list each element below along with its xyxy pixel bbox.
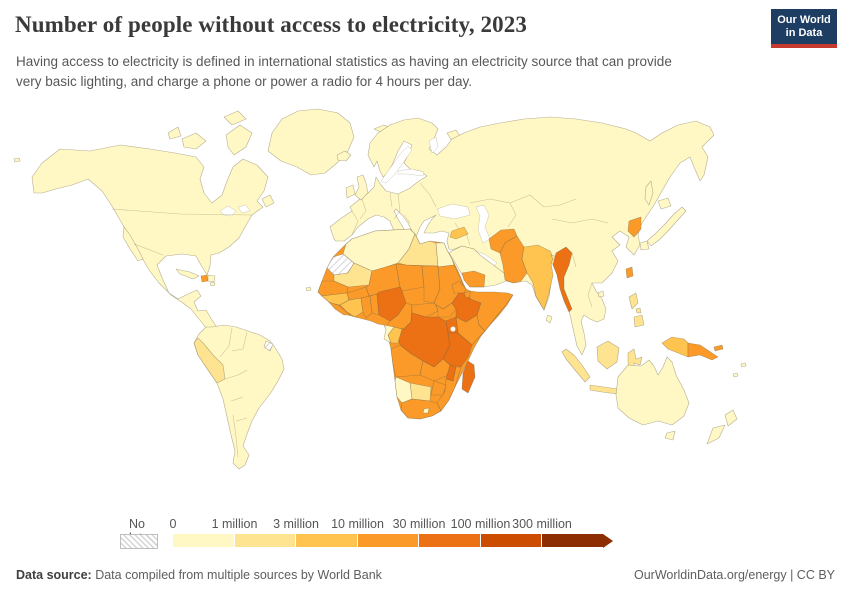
world-map [13, 108, 747, 470]
legend-bin-0[interactable] [173, 534, 235, 547]
region-lesotho[interactable] [422, 407, 430, 414]
lake-victoria [450, 326, 456, 332]
gulf-of-finland [397, 168, 425, 177]
region-borneo[interactable] [596, 340, 620, 370]
legend-tick-5: 100 million [450, 517, 511, 531]
region-ireland[interactable] [345, 184, 356, 199]
region-taiwan[interactable] [625, 266, 634, 279]
region-french-guiana[interactable] [263, 340, 274, 352]
region-java[interactable] [589, 384, 619, 395]
region-sumatra[interactable] [561, 348, 591, 383]
region-papua-new-guinea[interactable] [687, 342, 724, 361]
data-source-text: Data compiled from multiple sources by W… [91, 568, 382, 582]
region-eurasia[interactable] [329, 116, 715, 356]
region-tasmania[interactable] [664, 430, 676, 441]
region-baja-california[interactable] [122, 226, 144, 262]
black-sea [436, 203, 471, 220]
white-sea [428, 136, 439, 154]
border-us-canada [111, 208, 253, 216]
region-niger[interactable] [395, 263, 425, 292]
region-burkina-faso[interactable] [346, 286, 371, 301]
legend-tick-6: 300 million [512, 517, 572, 531]
region-newfoundland[interactable] [261, 194, 275, 208]
border-us-mexico [133, 243, 164, 256]
region-banks-island[interactable] [167, 126, 182, 140]
logo-accent-bar [771, 44, 837, 48]
region-syria[interactable] [449, 226, 469, 240]
region-australia[interactable] [615, 356, 690, 426]
region-india[interactable] [521, 244, 555, 311]
region-north-korea[interactable] [627, 216, 642, 238]
legend-tick-2: 3 million [273, 517, 319, 531]
baltic-sea [380, 145, 413, 184]
region-yemen[interactable] [461, 270, 486, 288]
great-lakes [219, 204, 251, 217]
owid-logo[interactable]: Our World in Data [771, 9, 837, 48]
legend-tick-4: 30 million [392, 517, 446, 531]
borders-south-america [219, 327, 248, 458]
region-greenland[interactable] [267, 108, 355, 176]
world-map-container [0, 103, 850, 507]
page-title: Number of people without access to elect… [15, 12, 527, 37]
region-south-sudan[interactable] [435, 302, 457, 318]
region-myanmar[interactable] [552, 246, 573, 313]
chart-subtitle: Having access to electricity is defined … [16, 52, 672, 92]
data-source: Data source: Data compiled from multiple… [16, 568, 382, 582]
region-united-kingdom[interactable] [354, 174, 369, 201]
region-baffin-island[interactable] [225, 124, 253, 156]
region-cuba[interactable] [175, 268, 200, 280]
region-madagascar[interactable] [461, 360, 476, 394]
no-data-swatch[interactable] [120, 534, 158, 549]
region-ellesmere-island[interactable] [223, 110, 247, 126]
legend-bin-5[interactable] [480, 534, 542, 547]
region-gabon[interactable] [383, 324, 395, 344]
region-zimbabwe[interactable] [430, 380, 447, 396]
legend-arrow [603, 533, 613, 548]
region-peru[interactable] [193, 337, 226, 384]
legend-bin-1[interactable] [234, 534, 296, 547]
license-credit[interactable]: OurWorldinData.org/energy | CC BY [633, 568, 835, 582]
legend-tick-3: 10 million [331, 517, 384, 531]
region-new-zealand[interactable] [706, 409, 738, 445]
small-islands [13, 157, 747, 378]
legend-tick-0: 0 [169, 517, 177, 531]
logo-line-2: in Data [785, 27, 823, 39]
region-sakhalin[interactable] [644, 180, 654, 206]
legend-bin-2[interactable] [296, 534, 358, 547]
legend-color-bar [173, 534, 604, 547]
region-west-papua[interactable] [661, 336, 689, 358]
subtitle-line-2: very basic lighting, and charge a phone … [16, 74, 473, 89]
legend-bin-3[interactable] [357, 534, 419, 547]
region-iceland[interactable] [336, 150, 352, 162]
region-sierra-leone-liberia[interactable] [328, 301, 351, 316]
data-source-label: Data source: [16, 568, 92, 582]
region-pakistan[interactable] [499, 235, 528, 284]
region-mozambique[interactable] [436, 366, 462, 412]
legend-tick-1: 1 million [211, 517, 258, 531]
region-north-america[interactable] [31, 144, 269, 338]
logo-line-1: Our World [777, 14, 831, 26]
region-somalia[interactable] [469, 290, 514, 332]
region-philippines[interactable] [628, 292, 645, 328]
legend-bin-6[interactable] [542, 534, 604, 547]
region-sri-lanka[interactable] [545, 314, 553, 324]
region-haiti[interactable] [200, 274, 209, 283]
region-japan[interactable] [639, 197, 687, 251]
subtitle-line-1: Having access to electricity is defined … [16, 54, 672, 69]
region-hainan[interactable] [597, 290, 605, 298]
legend-bin-4[interactable] [419, 534, 481, 547]
map-legend: No data 0 1 million 3 million 10 million… [0, 515, 850, 553]
region-dominican-republic[interactable] [207, 274, 216, 283]
region-eritrea[interactable] [451, 280, 467, 294]
region-victoria-island[interactable] [181, 132, 207, 150]
borders-europe-asia [351, 182, 609, 308]
region-south-africa[interactable] [400, 398, 442, 420]
